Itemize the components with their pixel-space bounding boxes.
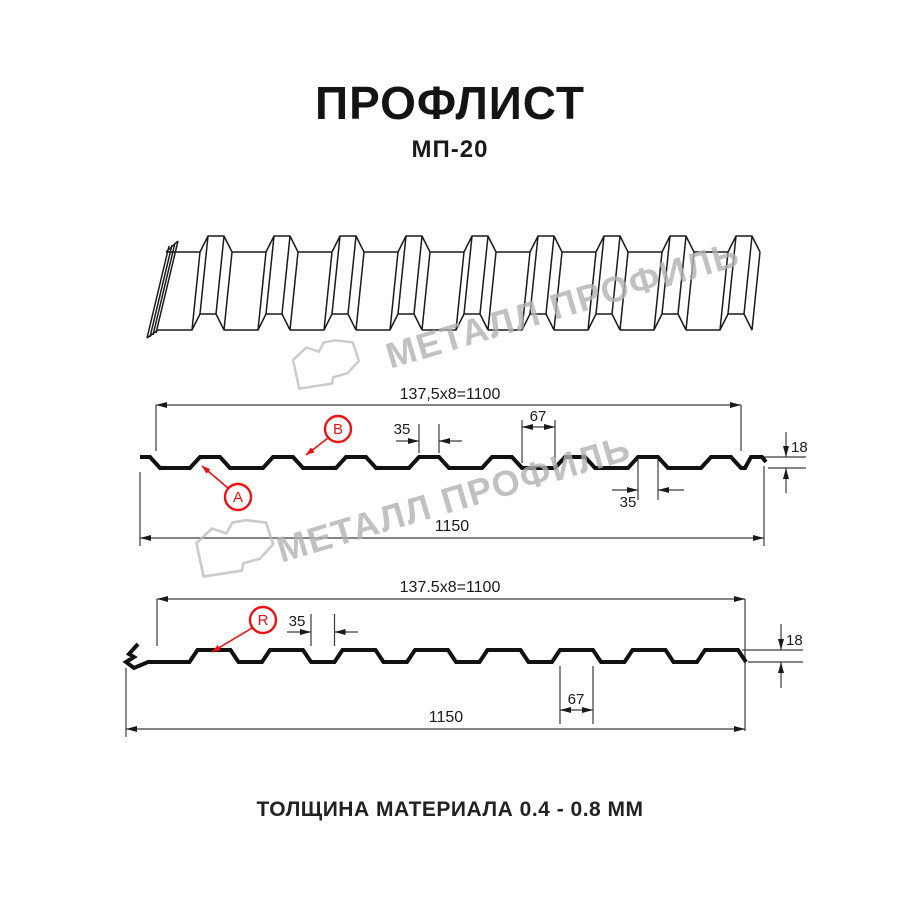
brand-logo-icon [291, 339, 361, 390]
watermark [194, 517, 278, 581]
working-width-label: 137.5x8=1100 [400, 579, 501, 596]
valley-width-label: 35 [289, 613, 306, 630]
height-label: 18 [786, 632, 803, 649]
callout-r-label: R [258, 612, 269, 629]
dim-height: 18 [742, 624, 803, 688]
bottom-rib-width-label: 35 [620, 494, 637, 511]
dim-rib-top-width: 67 [559, 666, 594, 724]
page-title: ПРОФЛИСТ [315, 77, 585, 129]
profile-3d-view [146, 235, 761, 339]
dim-working-width-top: 137.5x8=1100 [156, 579, 746, 731]
working-width-label: 137,5x8=1100 [400, 386, 501, 403]
valley-width-label: 67 [530, 408, 547, 425]
callout-a-label: A [233, 489, 243, 506]
profile-section-ab: 137,5x8=1100 35 67 18 [139, 386, 808, 546]
dim-valley-width: 67 [521, 408, 556, 463]
dim-working-width-top: 137,5x8=1100 [155, 386, 742, 451]
profile-outline-ab [140, 455, 768, 470]
callout-b-label: B [333, 421, 343, 438]
callout-r: R [211, 605, 278, 653]
rib-top-width-label: 67 [568, 691, 585, 708]
height-label: 18 [791, 439, 808, 456]
profile-outline-r [122, 642, 748, 671]
dim-bottom-rib-width: 35 [612, 460, 684, 511]
callout-a: A [201, 465, 253, 512]
dim-overall-width: 1150 [125, 668, 745, 737]
dim-height: 18 [764, 432, 808, 493]
dim-rib-top-width: 35 [394, 421, 462, 453]
dim-valley-width: 35 [287, 613, 358, 646]
overall-width-label: 1150 [429, 709, 464, 726]
watermark [291, 337, 363, 393]
rib-top-width-label: 35 [394, 421, 411, 438]
sheet-cut-edge [146, 240, 179, 339]
profile-section-r: 137.5x8=1100 35 18 67 [122, 579, 803, 737]
brand-logo-icon [195, 518, 275, 578]
material-thickness-label: ТОЛЩИНА МАТЕРИАЛА 0.4 - 0.8 ММ [256, 798, 644, 821]
profile-model-label: МП-20 [411, 136, 489, 163]
overall-width-label: 1150 [435, 518, 470, 535]
callout-b: B [305, 414, 353, 456]
dim-overall-width: 1150 [139, 466, 765, 546]
